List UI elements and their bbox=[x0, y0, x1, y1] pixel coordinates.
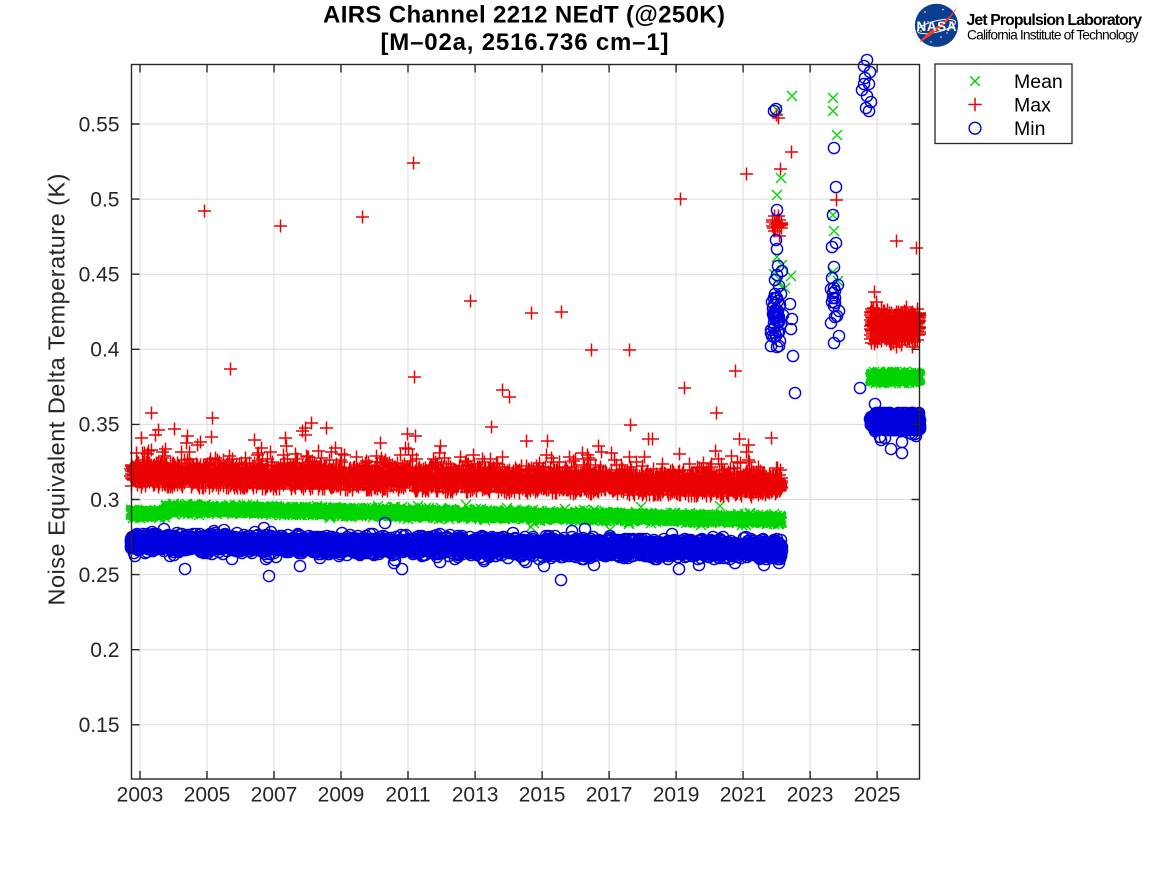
svg-text:0.4: 0.4 bbox=[90, 339, 120, 362]
svg-text:2013: 2013 bbox=[452, 784, 499, 807]
svg-text:0.45: 0.45 bbox=[79, 264, 120, 287]
svg-text:0.3: 0.3 bbox=[90, 489, 119, 512]
svg-text:0.25: 0.25 bbox=[79, 564, 120, 587]
svg-text:2021: 2021 bbox=[720, 784, 767, 807]
svg-text:Noise Equivalent Delta Tempera: Noise Equivalent Delta Temperature (K) bbox=[44, 174, 70, 606]
svg-text:NASA: NASA bbox=[917, 19, 957, 34]
svg-text:2015: 2015 bbox=[519, 784, 566, 807]
svg-text:2023: 2023 bbox=[787, 784, 834, 807]
svg-text:2005: 2005 bbox=[184, 784, 231, 807]
svg-text:0.55: 0.55 bbox=[79, 113, 120, 136]
svg-text:2003: 2003 bbox=[117, 784, 164, 807]
svg-text:2011: 2011 bbox=[385, 784, 430, 807]
svg-text:AIRS Channel 2212 NEdT (@250K): AIRS Channel 2212 NEdT (@250K) bbox=[323, 2, 725, 29]
svg-text:California Institute of Techno: California Institute of Technology bbox=[967, 28, 1139, 43]
svg-text:[M–02a, 2516.736 cm–1]: [M–02a, 2516.736 cm–1] bbox=[381, 29, 669, 56]
svg-text:0.35: 0.35 bbox=[79, 414, 120, 437]
svg-text:2019: 2019 bbox=[653, 784, 700, 807]
svg-text:Mean: Mean bbox=[1014, 71, 1063, 93]
svg-text:2009: 2009 bbox=[318, 784, 365, 807]
svg-text:Jet Propulsion Laboratory: Jet Propulsion Laboratory bbox=[967, 12, 1143, 29]
svg-text:0.2: 0.2 bbox=[90, 639, 119, 662]
svg-text:0.15: 0.15 bbox=[79, 714, 120, 737]
svg-text:2017: 2017 bbox=[586, 784, 633, 807]
svg-text:2025: 2025 bbox=[854, 784, 901, 807]
svg-text:2007: 2007 bbox=[251, 784, 298, 807]
svg-text:0.5: 0.5 bbox=[90, 188, 119, 211]
svg-text:Min: Min bbox=[1014, 118, 1045, 140]
svg-text:Max: Max bbox=[1014, 94, 1051, 116]
